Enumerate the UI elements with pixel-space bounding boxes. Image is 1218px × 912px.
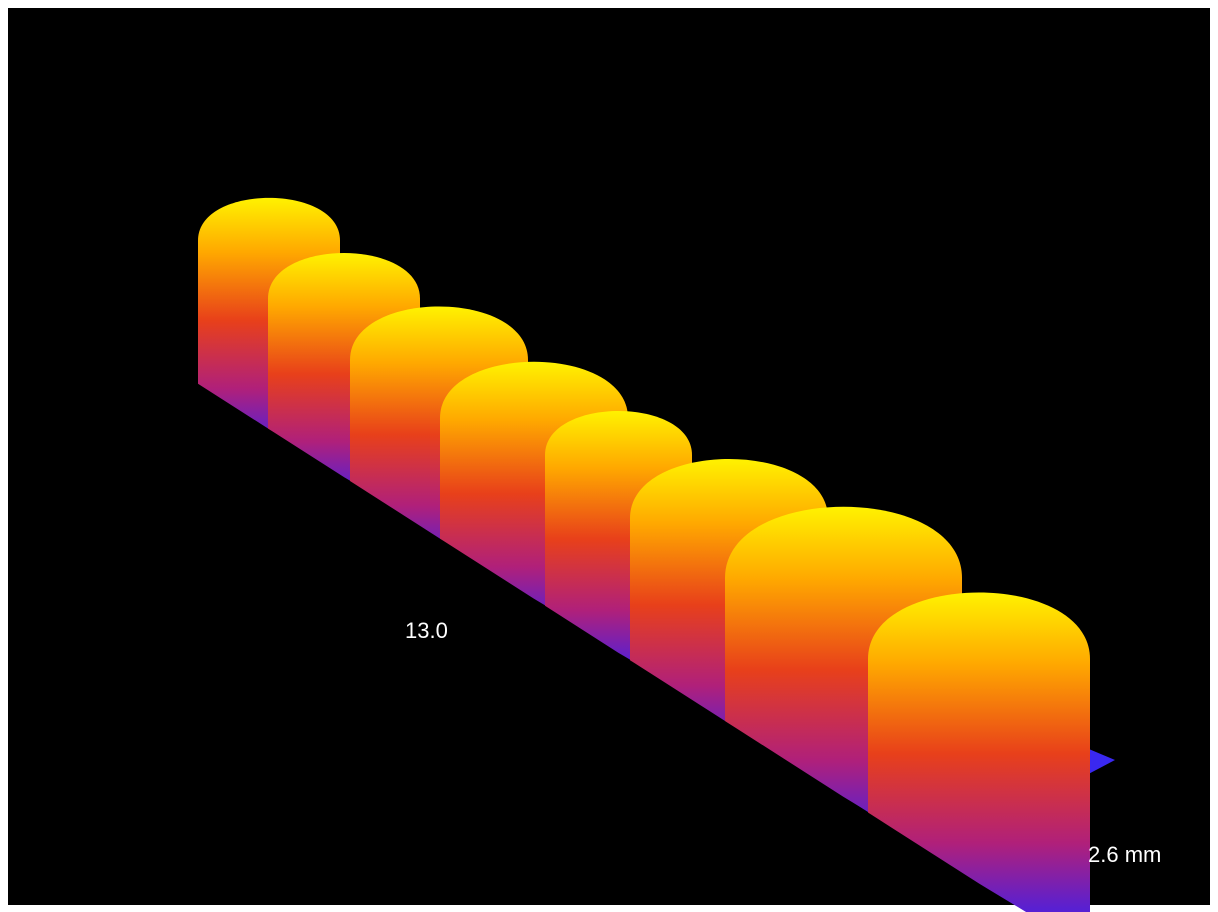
surface-peaks (198, 197, 1090, 912)
peak (868, 592, 1090, 912)
length-label: 13.0 (405, 618, 448, 643)
width-label: 2.6 mm (1088, 842, 1161, 867)
